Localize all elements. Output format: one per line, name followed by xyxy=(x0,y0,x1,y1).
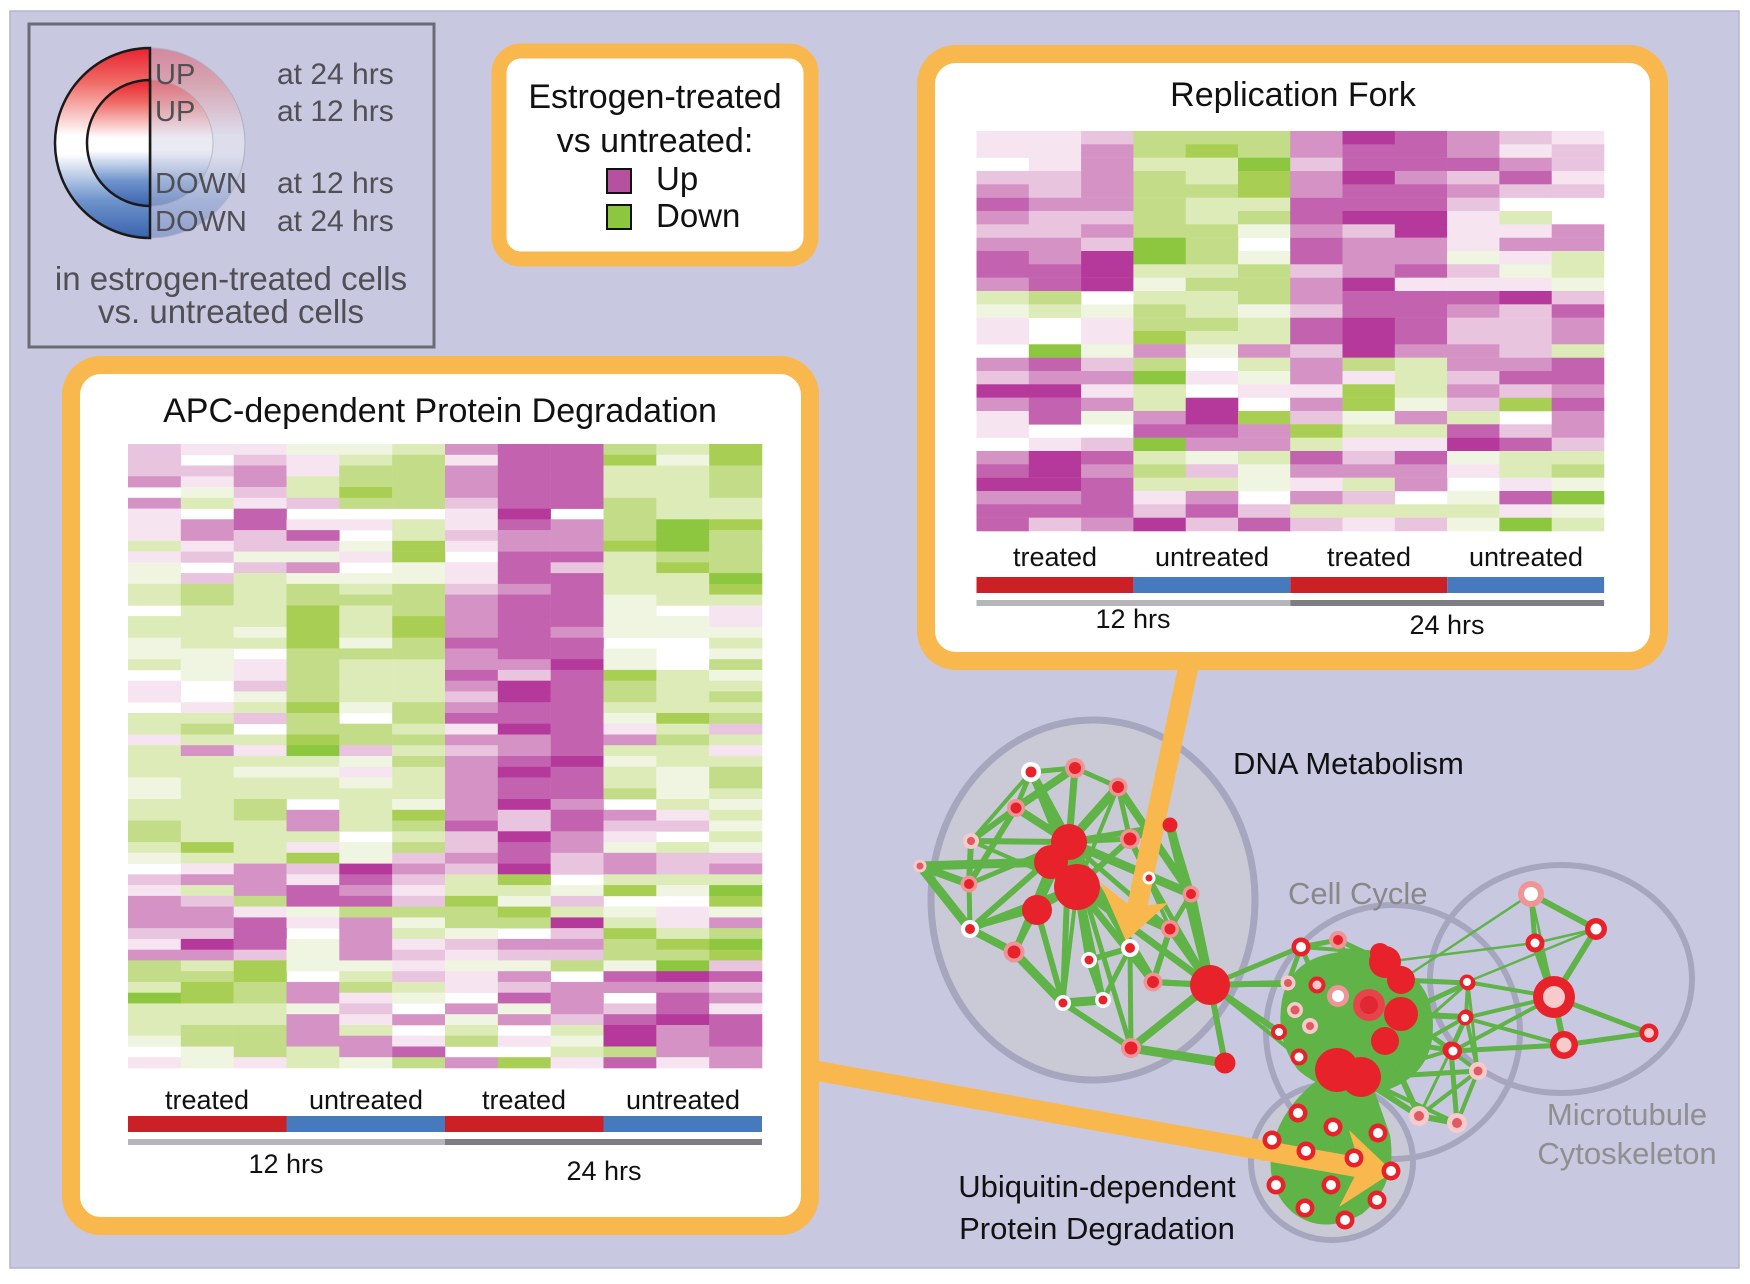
svg-text:at 24 hrs: at 24 hrs xyxy=(277,205,394,238)
svg-text:UP: UP xyxy=(155,59,195,91)
svg-text:DNA Metabolism: DNA Metabolism xyxy=(1233,746,1464,781)
svg-text:DOWN: DOWN xyxy=(155,168,247,200)
svg-text:treated: treated xyxy=(1013,542,1097,572)
svg-text:12 hrs: 12 hrs xyxy=(248,1149,323,1179)
svg-text:Estrogen-treated: Estrogen-treated xyxy=(528,78,781,116)
svg-text:at 12 hrs: at 12 hrs xyxy=(277,167,394,200)
svg-text:Protein Degradation: Protein Degradation xyxy=(959,1211,1235,1246)
svg-text:treated: treated xyxy=(482,1085,566,1115)
svg-text:24 hrs: 24 hrs xyxy=(1409,610,1484,640)
svg-text:untreated: untreated xyxy=(1155,542,1269,572)
svg-text:vs. untreated cells: vs. untreated cells xyxy=(98,293,364,330)
svg-text:treated: treated xyxy=(165,1085,249,1115)
svg-text:Ubiquitin-dependent: Ubiquitin-dependent xyxy=(958,1169,1236,1204)
svg-text:DOWN: DOWN xyxy=(155,206,247,238)
svg-text:Up: Up xyxy=(656,160,698,197)
svg-text:treated: treated xyxy=(1327,542,1411,572)
svg-text:at 24 hrs: at 24 hrs xyxy=(277,58,394,91)
svg-text:at 12 hrs: at 12 hrs xyxy=(277,95,394,128)
svg-text:Replication Fork: Replication Fork xyxy=(1170,76,1417,114)
svg-text:Cell Cycle: Cell Cycle xyxy=(1288,876,1428,911)
svg-text:untreated: untreated xyxy=(309,1085,423,1115)
svg-text:untreated: untreated xyxy=(1469,542,1583,572)
svg-text:untreated: untreated xyxy=(626,1085,740,1115)
svg-text:vs untreated:: vs untreated: xyxy=(557,122,754,160)
svg-text:in estrogen-treated cells: in estrogen-treated cells xyxy=(55,260,407,297)
svg-text:12 hrs: 12 hrs xyxy=(1095,604,1170,634)
svg-text:24 hrs: 24 hrs xyxy=(566,1156,641,1186)
svg-text:UP: UP xyxy=(155,96,195,128)
svg-text:Cytoskeleton: Cytoskeleton xyxy=(1537,1136,1716,1171)
svg-text:Down: Down xyxy=(656,197,740,234)
svg-text:Microtubule: Microtubule xyxy=(1547,1097,1707,1132)
svg-text:APC-dependent Protein Degradat: APC-dependent Protein Degradation xyxy=(163,392,717,430)
